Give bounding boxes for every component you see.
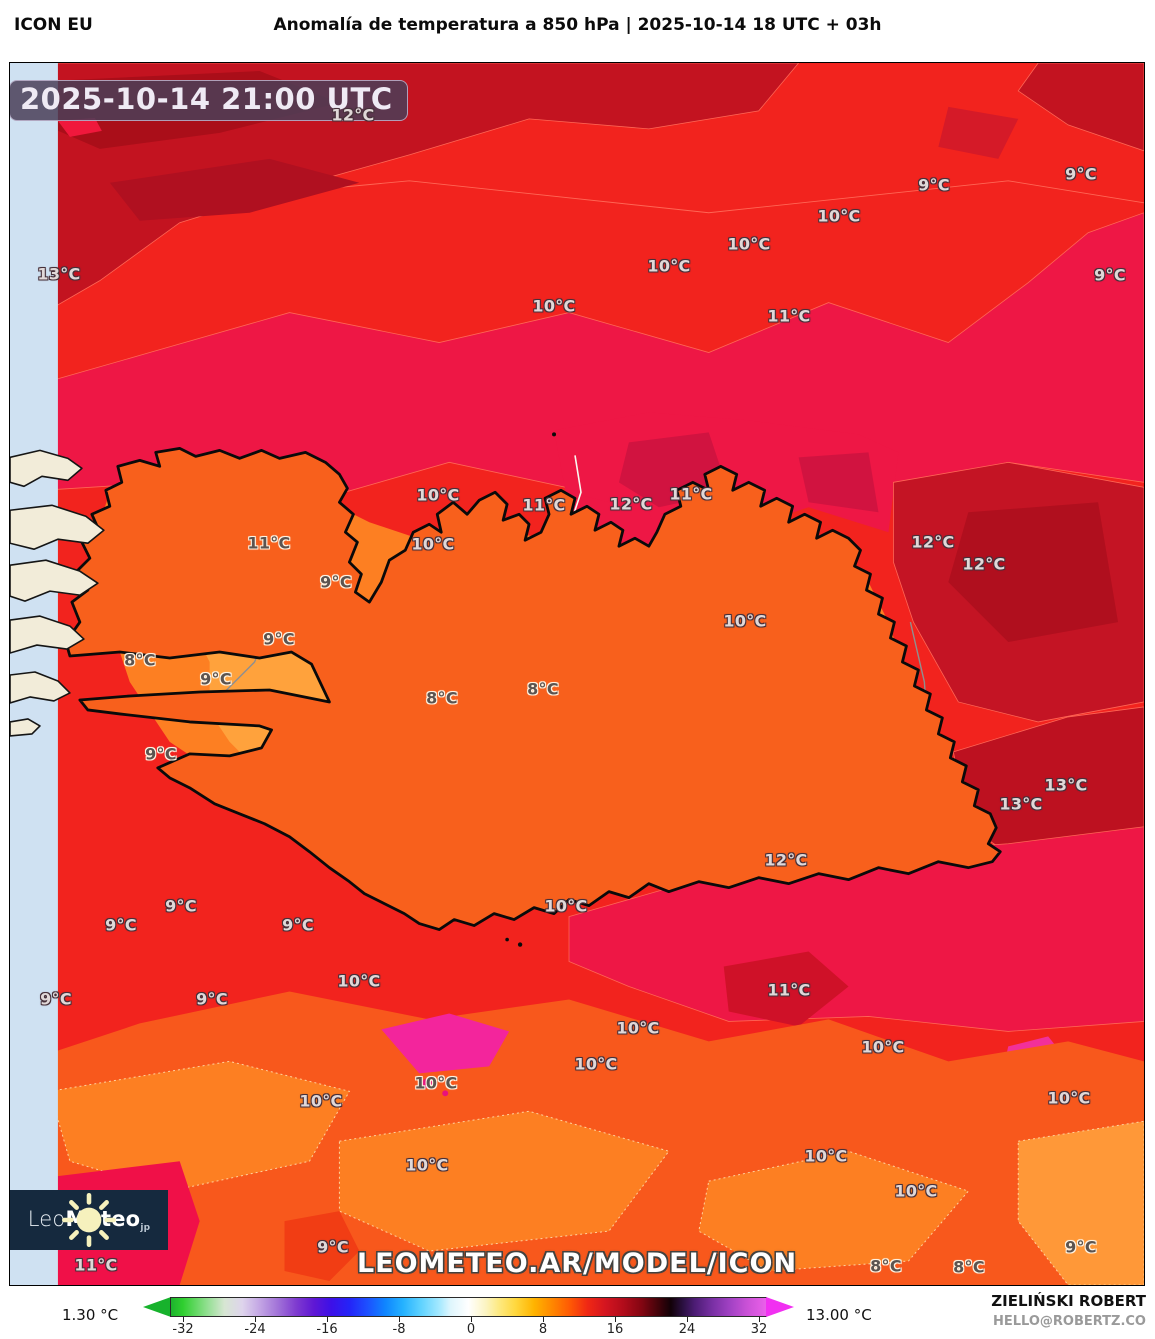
tick-label: 32 xyxy=(750,1322,768,1337)
timestamp-badge: 2025-10-14 21:00 UTC xyxy=(10,80,408,121)
tick-label: -16 xyxy=(316,1322,338,1337)
model-name: ICON EU xyxy=(14,15,93,35)
watermark: LEOMETEO.AR/MODEL/ICON xyxy=(356,1248,798,1279)
tick-label: 8 xyxy=(538,1322,548,1337)
tick-label: 0 xyxy=(466,1322,476,1337)
colorbar-max-label: 13.00 °C xyxy=(806,1306,872,1324)
tick-mark xyxy=(471,1317,472,1322)
tick-mark xyxy=(327,1317,328,1322)
tick-mark xyxy=(255,1317,256,1322)
map-canvas xyxy=(10,63,1144,1285)
page-title: Anomalía de temperatura a 850 hPa | 2025… xyxy=(273,15,882,35)
tick-mark xyxy=(183,1317,184,1322)
tick-label: 24 xyxy=(678,1322,696,1337)
tick-mark xyxy=(759,1317,760,1322)
tick-label: -32 xyxy=(172,1322,194,1337)
credit-name: ZIELIŃSKI ROBERT xyxy=(991,1292,1146,1310)
anomaly-map: 2025-10-14 21:00 UTC LEOMETEO.AR/MODEL/I… xyxy=(9,62,1145,1286)
colorbar-left-arrow xyxy=(143,1297,171,1317)
tick-mark xyxy=(615,1317,616,1322)
tick-mark xyxy=(687,1317,688,1322)
colorbar-min-label: 1.30 °C xyxy=(62,1306,119,1324)
leometeo-logo: LeoMeteojp xyxy=(10,1190,168,1250)
colorbar-gradient xyxy=(170,1297,767,1317)
colorbar-right-arrow xyxy=(766,1297,794,1317)
tick-label: 16 xyxy=(606,1322,624,1337)
tick-label: -8 xyxy=(392,1322,406,1337)
sun-icon xyxy=(62,1193,116,1247)
tick-label: -24 xyxy=(244,1322,266,1337)
credit-email: HELLO@ROBERTZ.CO xyxy=(992,1314,1146,1329)
tick-mark xyxy=(399,1317,400,1322)
tick-mark xyxy=(543,1317,544,1322)
colorbar xyxy=(143,1297,795,1317)
